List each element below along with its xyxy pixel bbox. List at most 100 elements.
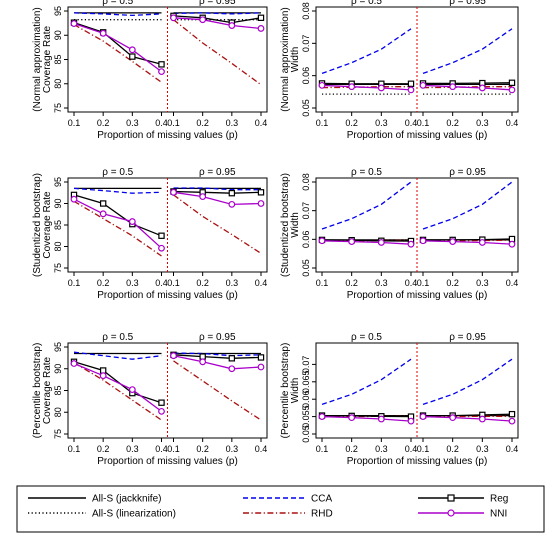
series-line-cca [173,352,262,357]
nni-marker [348,83,356,91]
x-tick-label: 0.1 [417,444,430,454]
legend-label: Reg [490,494,508,505]
y-tick-label: 80 [53,241,63,251]
x-tick-label: 0.2 [345,118,358,128]
x-tick-label: 0.2 [446,444,459,454]
nni-marker [158,68,165,76]
reg-marker [158,61,165,68]
nni-marker [478,239,486,246]
legend-label: NNI [490,509,507,520]
x-axis-label: Proportion of missing values (p) [347,130,488,141]
nni-marker [419,413,427,421]
y-tick-label: 0.06 [301,390,311,408]
reg-marker [228,355,236,362]
series-line-reg [173,15,262,24]
x-tick-label: 0.4 [405,278,418,288]
reg-marker [228,189,236,197]
reg-marker [158,399,165,406]
legend-circle-marker [447,509,455,517]
series-line-reg [173,354,262,359]
x-tick-label: 0.2 [196,278,209,288]
series-line-reg [73,194,162,237]
x-tick-label: 0.2 [97,444,110,454]
x-tick-label: 0.3 [126,118,139,128]
x-tick-label: 0.3 [375,444,388,454]
y-tick-label: 90 [53,198,63,208]
y-axis-label-measure: Coverage Rate [42,25,53,93]
y-axis-label-measure: Width [290,378,301,404]
panel-label: ρ = 0.95 [199,0,236,7]
series-line-cca [173,187,261,191]
panel-label: ρ = 0.5 [102,332,133,343]
y-tick-label: 0.06 [301,67,311,85]
x-tick-label: 0.3 [375,118,388,128]
x-tick-label: 0.1 [167,278,180,288]
x-tick-label: 0.3 [476,118,489,128]
series-line-rhd [73,362,162,421]
panel-label: ρ = 0.5 [102,0,133,7]
y-axis-label-method: (Percentile bootstrap) [32,343,43,439]
series-line-rhd [422,86,512,89]
series-line-cca [422,28,513,75]
x-tick-label: 0.3 [226,118,239,128]
x-tick-label: 0.1 [68,278,81,288]
x-tick-label: 0.4 [405,444,418,454]
y-tick-label: 0.05 [301,99,311,117]
y-axis-label-measure: Coverage Rate [42,191,53,259]
nni-marker [158,407,165,415]
y-tick-label: 95 [53,342,63,352]
series-line-cca [173,12,262,15]
reg-marker [257,189,265,196]
nni-marker [170,14,177,22]
panel-label: ρ = 0.5 [351,332,382,343]
nni-marker [257,200,265,207]
nni-marker [419,237,427,245]
reg-marker [407,80,415,87]
x-tick-label: 0.4 [255,444,268,454]
reg-marker [508,410,516,418]
legend-box [16,485,545,533]
series-line-cca [422,181,513,230]
panel-label: ρ = 0.95 [449,0,486,7]
series-line-nni [173,355,262,370]
y-tick-label: 90 [53,364,63,374]
panel-label: ρ = 0.5 [102,167,133,178]
nni-marker [508,240,516,248]
series-line-nni [321,84,412,91]
series-line-reg [423,238,513,241]
y-axis-label-method: (Studentized bootstrap) [32,173,43,277]
series-line-reg [173,190,262,194]
series-line-rhd [173,360,262,421]
x-tick-label: 0.2 [446,118,459,128]
reg-marker [99,200,107,207]
series-line-rhd [321,86,411,89]
y-tick-label: 95 [53,6,63,16]
y-tick-label: 0.07 [301,202,311,220]
series-line-rhd [73,200,162,257]
reg-marker [257,354,265,361]
x-tick-label: 0.2 [196,118,209,128]
x-tick-label: 0.2 [345,444,358,454]
nni-marker [128,46,136,54]
x-axis-label: Proportion of missing values (p) [97,290,238,301]
y-tick-label: 95 [53,177,63,187]
y-tick-label: 85 [53,54,63,64]
x-tick-label: 0.2 [196,444,209,454]
x-tick-label: 0.1 [167,444,180,454]
x-tick-label: 0.4 [255,278,268,288]
nni-marker [257,363,265,371]
panel-label: ρ = 0.95 [199,167,236,178]
y-axis-label-method: (Studentized bootstrap) [280,173,291,277]
x-axis-label: Proportion of missing values (p) [97,130,238,141]
y-tick-label: 0.07 [301,35,311,53]
nni-marker [478,415,486,423]
y-tick-label: 75 [53,429,63,439]
y-axis-label-measure: Coverage Rate [42,356,53,424]
x-tick-label: 0.3 [126,278,139,288]
nni-marker [318,413,326,421]
y-tick-label: 0.055 [301,405,311,428]
legend-label: All-S (jackknife) [92,494,161,505]
y-tick-label: 0.05 [301,259,311,277]
nni-marker [228,200,236,208]
reg-marker [257,14,265,21]
